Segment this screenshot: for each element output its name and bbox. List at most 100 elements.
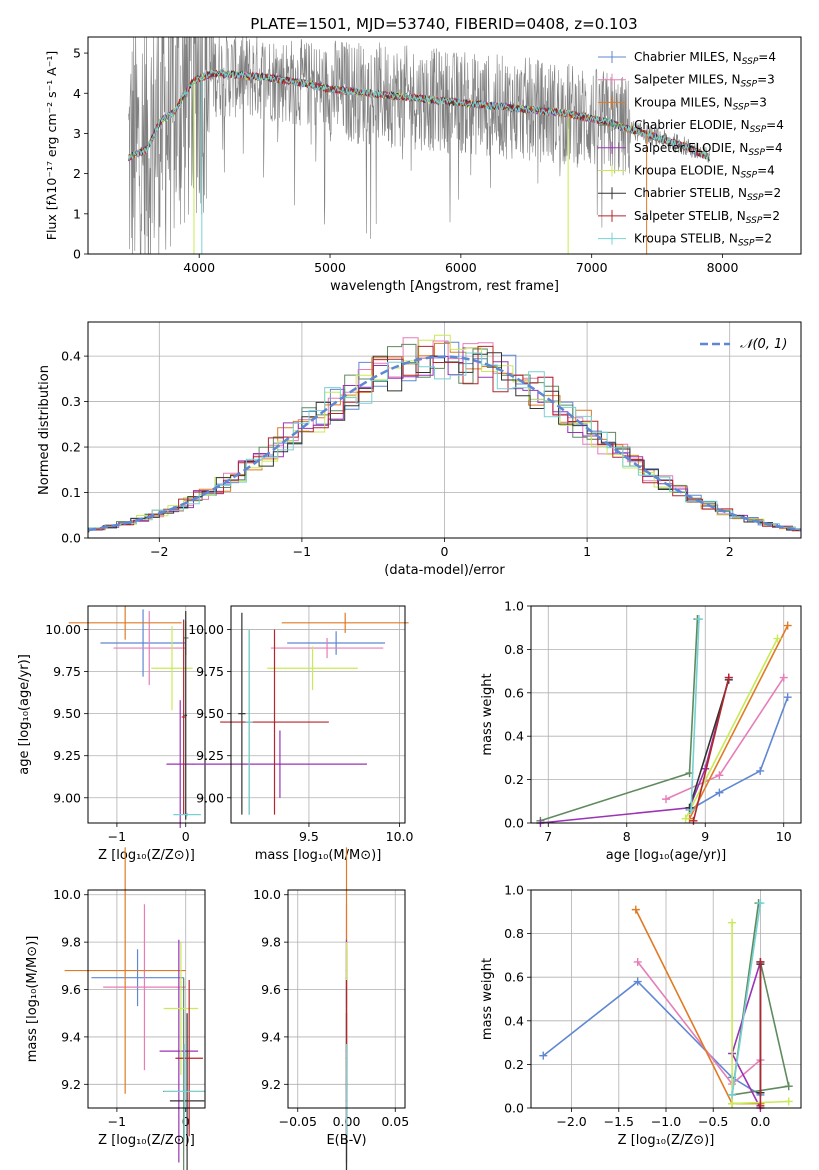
legend-text-tail: =2: [762, 209, 780, 223]
spectrum-frame: [87, 36, 802, 255]
legend-label-SM: Salpeter MILES, NSSP=3: [634, 73, 775, 90]
y-tick-label: 1.0: [504, 883, 524, 898]
legend-text: Kroupa STELIB, N: [634, 232, 738, 246]
x-tick-label: 1: [583, 544, 591, 559]
mass_vs_EBV-frame: [287, 889, 406, 1109]
y-tick-label: 0: [73, 247, 81, 262]
legend-text: Kroupa MILES, N: [634, 95, 733, 109]
data-point-KM: [124, 622, 126, 624]
x-tick-label: 0: [182, 829, 190, 844]
y-tick-label: 9.6: [61, 982, 81, 997]
y-tick-label: 10.00: [188, 622, 224, 637]
weight-line-KS: [731, 902, 762, 1096]
mass_weight_vs_age-xlabel: age [log₁₀(age/yr)]: [606, 848, 727, 863]
weight-marker-KE: [728, 918, 737, 927]
y-tick-label: 0.0: [61, 531, 81, 546]
y-tick-label: 0.4: [504, 729, 524, 744]
mass_vs_Z-axes: −1 0 9.2 9.4 9.6 9.8 10.0: [53, 887, 205, 1129]
legend-subscript: SSP: [741, 80, 758, 90]
data-point-CS: [184, 714, 187, 717]
y-tick-label: 0.4: [504, 1013, 524, 1028]
y-tick-label: 0.4: [61, 349, 81, 364]
y-tick-label: 9.75: [196, 664, 224, 679]
age_vs_Z-ylabel: age [log₁₀(age/yr)]: [17, 654, 32, 775]
data-point-SE: [179, 763, 182, 765]
y-tick-label: 1.0: [504, 599, 524, 614]
mass_weight_vs_Z-ylabel: mass weight: [480, 958, 495, 1040]
weight-marker-SS: [756, 957, 765, 966]
y-tick-label: 10.0: [53, 887, 81, 902]
data-point-SM: [148, 647, 151, 649]
data-point-SS: [182, 716, 185, 718]
weight-marker-KS: [756, 899, 765, 908]
data-point-KS: [186, 813, 188, 816]
y-tick-label: 9.75: [53, 664, 81, 679]
y-tick-label: 0.1: [61, 485, 81, 500]
legend-text-tail: =4: [758, 50, 776, 64]
x-tick-label: 0: [441, 544, 449, 559]
legend-text: Chabrier STELIB, N: [634, 186, 747, 200]
y-tick-label: 9.50: [196, 706, 224, 721]
y-tick-label: 9.8: [61, 935, 81, 950]
legend-label-gaussian: 𝒩(0, 1): [740, 337, 787, 352]
spectrum-legend: Chabrier MILES, N SSP =4 Salpeter MILES, NS…: [598, 50, 784, 249]
y-tick-label: 0.2: [504, 772, 524, 787]
weight-marker-SS: [724, 673, 733, 682]
y-tick-label: 9.4: [61, 1029, 81, 1044]
legend-label-KM: Kroupa MILES, NSSP=3: [634, 95, 767, 112]
y-tick-label: 0.8: [504, 642, 524, 657]
weight-marker-CM: [633, 977, 642, 986]
data-point-CS: [241, 712, 243, 715]
data-point-CM: [335, 642, 337, 644]
data-point-SE: [178, 1050, 180, 1052]
y-tick-label: 5: [73, 46, 81, 61]
legend-subscript: SSP: [747, 193, 764, 203]
data-point-KM: [124, 969, 126, 972]
y-tick-label: 0.6: [504, 685, 524, 700]
y-tick-label: 9.50: [53, 706, 81, 721]
weight-marker-CM: [539, 1051, 548, 1060]
legend-text: Salpeter ELODIE, N: [634, 141, 748, 155]
y-tick-label: 9.2: [61, 1077, 81, 1092]
x-tick-label: 8: [623, 829, 631, 844]
y-tick-label: 1: [73, 206, 81, 221]
x-tick-label: −1: [108, 1114, 126, 1129]
data-point-KS: [345, 1090, 348, 1093]
data-point-KS: [183, 1090, 186, 1093]
x-tick-label: 2: [726, 544, 734, 559]
mass_weight_vs_age-axes: 7 8 9 10 0.0 0.2 0.4 0.6 0.8 1.0: [504, 599, 801, 844]
x-tick-label: 7000: [576, 260, 608, 275]
mass_vs_EBV-axes: −0.05 0.00 0.059.29.49.69.810.0: [253, 887, 409, 1129]
spectrum-axes: 4000 5000 6000 7000 8000 0 1 2 3 4 5: [73, 46, 738, 275]
weight-marker-KE: [728, 1099, 737, 1108]
legend-text-tail: =2: [764, 186, 782, 200]
weight-line-KE: [684, 638, 779, 820]
residuals-ylabel: Normed distribution: [37, 365, 52, 495]
x-tick-label: 5000: [314, 260, 346, 275]
mass_vs_EBV-xlabel: E(B-V): [326, 1133, 366, 1148]
legend-text: Salpeter STELIB, N: [634, 209, 746, 223]
data-point-SS: [273, 721, 276, 723]
legend-text: Chabrier ELODIE, N: [634, 118, 750, 132]
y-tick-label: 3: [73, 126, 81, 141]
legend-text: Chabrier MILES, N: [634, 50, 742, 64]
x-tick-label: −0.5: [698, 1114, 728, 1129]
weight-marker-CM: [783, 693, 792, 702]
x-tick-label: −1.5: [604, 1114, 634, 1129]
data-point-SS: [188, 1057, 190, 1060]
y-tick-label: 0.6: [504, 970, 524, 985]
legend-subscript: SSP: [733, 102, 750, 112]
data-point-KS: [248, 721, 250, 723]
legend-text-tail: =4: [765, 141, 783, 155]
observed-spectrum-line: [128, 37, 710, 254]
data-point-KM: [344, 622, 346, 624]
weight-marker-CM: [756, 766, 765, 775]
mass_weight_vs_Z-xlabel: Z [log₁₀(Z/Z⊙)]: [618, 1133, 715, 1148]
x-tick-label: 9.5: [299, 829, 319, 844]
x-tick-label: 0.05: [381, 1114, 409, 1129]
mass_vs_Z-frame: [87, 889, 206, 1109]
weight-marker-CM: [715, 788, 724, 797]
legend-text-tail: =4: [757, 164, 775, 178]
weight-line-KM: [635, 909, 761, 1105]
